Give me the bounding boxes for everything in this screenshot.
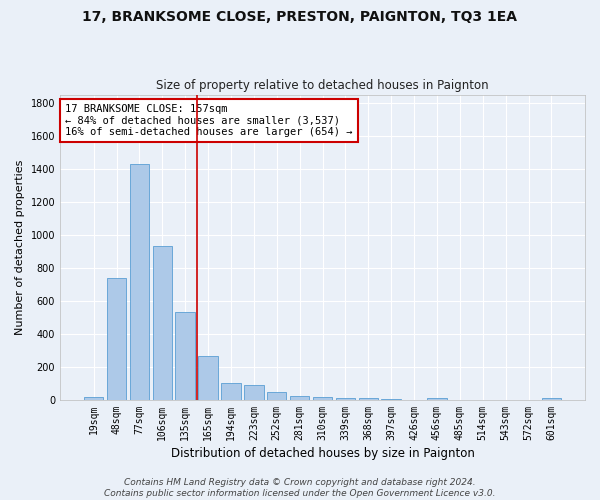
Bar [290,396,310,400]
Bar [382,399,401,400]
Bar [175,312,195,400]
Bar [335,398,355,400]
Bar [221,383,241,400]
Bar [359,398,378,400]
Bar [244,386,263,400]
X-axis label: Distribution of detached houses by size in Paignton: Distribution of detached houses by size … [170,447,475,460]
Text: Contains HM Land Registry data © Crown copyright and database right 2024.
Contai: Contains HM Land Registry data © Crown c… [104,478,496,498]
Bar [130,164,149,400]
Bar [313,396,332,400]
Title: Size of property relative to detached houses in Paignton: Size of property relative to detached ho… [156,79,489,92]
Bar [427,398,446,400]
Bar [107,278,126,400]
Text: 17, BRANKSOME CLOSE, PRESTON, PAIGNTON, TQ3 1EA: 17, BRANKSOME CLOSE, PRESTON, PAIGNTON, … [83,10,517,24]
Text: 17 BRANKSOME CLOSE: 157sqm
← 84% of detached houses are smaller (3,537)
16% of s: 17 BRANKSOME CLOSE: 157sqm ← 84% of deta… [65,104,353,137]
Bar [542,398,561,400]
Bar [199,356,218,400]
Bar [152,246,172,400]
Bar [267,392,286,400]
Bar [84,396,103,400]
Y-axis label: Number of detached properties: Number of detached properties [15,160,25,335]
